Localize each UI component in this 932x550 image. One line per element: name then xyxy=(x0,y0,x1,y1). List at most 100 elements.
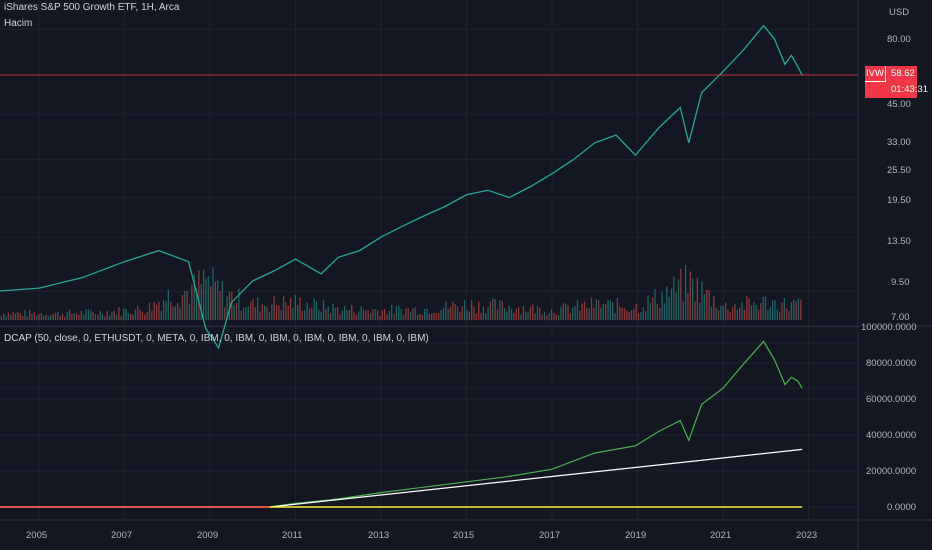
time-tick: 2009 xyxy=(197,530,219,541)
volume-bar xyxy=(111,311,113,320)
volume-bar xyxy=(630,309,633,320)
volume-bar xyxy=(576,300,579,320)
volume-bar xyxy=(666,286,668,320)
volume-bar xyxy=(565,303,567,320)
volume-bar xyxy=(252,298,254,320)
volume-bar xyxy=(376,310,379,320)
volume-bar xyxy=(212,267,214,320)
volume-bar xyxy=(409,311,412,320)
indicator-tick: 0.0000 xyxy=(887,502,917,513)
volume-bar xyxy=(739,307,741,320)
volume-bar xyxy=(696,277,699,320)
volume-bar xyxy=(7,312,10,320)
volume-bar xyxy=(71,313,73,320)
volume-bar xyxy=(47,316,50,320)
volume-bar xyxy=(557,315,560,320)
volume-bar xyxy=(329,312,332,320)
price-tick: 7.00 xyxy=(891,312,910,323)
volume-bar xyxy=(235,302,238,320)
volume-bar xyxy=(148,302,151,320)
volume-bar xyxy=(242,307,245,320)
volume-bar xyxy=(210,286,212,320)
volume-bar xyxy=(612,302,614,320)
volume-bar xyxy=(207,276,209,320)
volume-bar xyxy=(311,307,313,320)
volume-bar xyxy=(435,313,438,320)
volume-bar xyxy=(562,303,564,320)
volume-bar xyxy=(776,309,778,320)
volume-bar xyxy=(473,306,475,320)
price-tick: 19.50 xyxy=(887,195,911,206)
volume-bar xyxy=(174,306,177,320)
volume-bar xyxy=(428,313,430,320)
volume-bar xyxy=(513,313,515,320)
volume-bar xyxy=(496,309,499,320)
volume-bar xyxy=(320,311,322,320)
volume-bar xyxy=(520,314,522,320)
volume-bar xyxy=(583,301,586,320)
time-tick: 2021 xyxy=(710,530,732,541)
volume-bar xyxy=(692,278,694,320)
time-tick: 2015 xyxy=(453,530,475,541)
volume-bar xyxy=(743,309,746,320)
volume-bar xyxy=(184,291,186,320)
volume-bar xyxy=(238,288,240,320)
volume-bar xyxy=(177,303,179,320)
time-tick: 2011 xyxy=(282,530,303,541)
volume-bar xyxy=(708,290,710,320)
volume-bar xyxy=(181,294,184,320)
volume-bar xyxy=(699,302,701,320)
volume-bar xyxy=(271,304,273,320)
time-tick: 2005 xyxy=(26,530,48,541)
volume-bar xyxy=(106,311,108,320)
volume-bar xyxy=(125,308,127,320)
volume-bar xyxy=(3,313,5,320)
price-tag-countdown: 01:43:31 xyxy=(891,84,928,95)
volume-bar xyxy=(304,310,306,320)
volume-bar xyxy=(165,301,167,320)
volume-bar xyxy=(760,302,762,320)
volume-bar xyxy=(717,310,720,320)
volume-bar xyxy=(308,308,311,320)
volume-bar xyxy=(144,314,146,320)
volume-bar xyxy=(24,310,26,320)
volume-bar xyxy=(755,304,757,320)
volume-bar xyxy=(503,308,506,320)
volume-bar xyxy=(482,306,485,320)
volume-bar xyxy=(151,311,153,320)
volume-bar xyxy=(400,308,402,320)
volume-bar xyxy=(224,307,226,320)
volume-bar xyxy=(590,297,593,320)
volume-bar xyxy=(764,296,767,320)
volume-bar xyxy=(36,315,38,320)
volume-bar xyxy=(280,310,282,320)
volume-bar xyxy=(635,303,637,320)
volume-bar xyxy=(694,301,696,320)
volume-bar xyxy=(198,270,200,320)
volume-bar xyxy=(92,311,94,320)
volume-bar xyxy=(506,311,508,320)
volume-bar xyxy=(398,305,400,320)
volume-bar xyxy=(301,311,303,320)
volume-bar xyxy=(560,306,562,320)
volume-bar xyxy=(188,303,191,320)
volume-bar xyxy=(66,311,68,320)
time-tick: 2017 xyxy=(539,530,561,541)
volume-bar xyxy=(527,311,529,320)
volume-bar xyxy=(579,310,581,320)
volume-bar xyxy=(757,309,760,320)
volume-bar xyxy=(367,310,369,320)
volume-bar xyxy=(40,313,43,320)
volume-bar xyxy=(170,301,172,320)
volume-bar xyxy=(285,302,287,320)
volume-bar xyxy=(762,296,764,320)
volume-bar xyxy=(362,309,365,320)
volume-bar xyxy=(788,310,790,320)
volume-bar xyxy=(663,303,666,320)
volume-bar xyxy=(680,268,682,320)
volume-bar xyxy=(395,305,398,320)
volume-bar xyxy=(348,310,351,320)
price-tick: 13.50 xyxy=(887,236,911,247)
time-tick: 2019 xyxy=(625,530,647,541)
